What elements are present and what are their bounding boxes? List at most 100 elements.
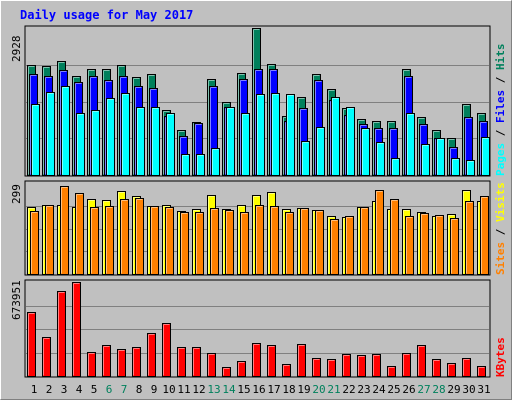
- pages-bar-day-11: [181, 154, 190, 176]
- sites-bar-day-14: [225, 210, 234, 275]
- kbytes-bar-day-14: [222, 367, 231, 377]
- x-axis-tick-labels: 1 2 3 4 5 6 7 8 9 10 11 12 13 14 15 16 17 18 19 20 21 22 23 24 2…: [31, 383, 491, 396]
- sites-bar-day-12: [195, 212, 204, 275]
- kbytes-bar-day-19: [297, 344, 306, 377]
- x-tick-label: 8: [136, 383, 143, 396]
- bar-group: [27, 186, 489, 275]
- kbytes-bar-day-8: [132, 347, 141, 377]
- sites-bar-day-21: [330, 219, 339, 275]
- y-axis-label-hits: Hits: [494, 44, 507, 71]
- y-max-label: 299: [10, 184, 23, 204]
- x-tick-label: 9: [151, 383, 158, 396]
- x-tick-label: 13: [207, 383, 220, 396]
- sites-bar-day-23: [360, 207, 369, 275]
- bar-group: [27, 28, 490, 176]
- pages-bar-day-10: [166, 113, 175, 176]
- pages-bar-day-26: [406, 113, 415, 176]
- kbytes-bar-day-17: [267, 345, 276, 377]
- x-tick-label: 25: [387, 383, 400, 396]
- pages-bar-day-27: [421, 144, 430, 176]
- pages-bar-day-13: [211, 148, 220, 176]
- sites-bar-day-27: [420, 213, 429, 275]
- sites-bar-day-2: [45, 205, 54, 275]
- sites-bar-day-29: [450, 218, 459, 275]
- kbytes-bar-day-16: [252, 343, 261, 377]
- kbytes-bar-day-15: [237, 361, 246, 377]
- sites-bar-day-19: [300, 208, 309, 275]
- x-tick-label: 11: [177, 383, 190, 396]
- pages-bar-day-21: [331, 97, 340, 176]
- sites-bar-day-15: [240, 212, 249, 275]
- x-tick-label: 18: [282, 383, 295, 396]
- pages-bar-day-9: [151, 107, 160, 176]
- pages-bar-day-2: [46, 92, 55, 176]
- kbytes-bar-day-7: [117, 349, 126, 377]
- x-tick-label: 14: [222, 383, 236, 396]
- bar-group: [27, 282, 486, 377]
- x-tick-label: 23: [357, 383, 370, 396]
- y-axis-label-separator: /: [494, 70, 507, 90]
- kbytes-bar-day-10: [162, 323, 171, 377]
- sites-bar-day-30: [465, 201, 474, 275]
- pages-bar-day-3: [61, 86, 70, 176]
- sites-bar-day-17: [270, 206, 279, 275]
- kbytes-bar-day-25: [387, 366, 396, 377]
- x-tick-label: 15: [237, 383, 250, 396]
- hits-files-pages-panel: 2928 Pages / Files / Hits: [10, 25, 507, 177]
- x-tick-label: 5: [91, 383, 98, 396]
- pages-bar-day-24: [376, 142, 385, 176]
- kbytes-bar-day-12: [192, 347, 201, 377]
- kbytes-panel: 673951 KBytes: [10, 279, 507, 378]
- kbytes-bar-day-2: [42, 337, 51, 377]
- y-max-label: 2928: [10, 36, 23, 63]
- x-tick-label: 31: [477, 383, 490, 396]
- y-axis-label: Sites / Visits: [494, 182, 507, 275]
- pages-bar-day-31: [481, 137, 490, 176]
- sites-bar-day-1: [30, 211, 39, 275]
- pages-bar-day-18: [286, 94, 295, 176]
- kbytes-bar-day-11: [177, 347, 186, 377]
- pages-bar-day-4: [76, 113, 85, 176]
- kbytes-bar-day-27: [417, 345, 426, 377]
- pages-bar-day-15: [241, 113, 250, 176]
- kbytes-bar-day-6: [102, 345, 111, 377]
- pages-bar-day-5: [91, 110, 100, 176]
- x-tick-label: 10: [162, 383, 175, 396]
- y-axis-label-sites: Sites: [494, 242, 507, 275]
- pages-bar-day-30: [466, 160, 475, 176]
- y-axis-label-files: Files: [494, 90, 507, 123]
- kbytes-bar-day-9: [147, 333, 156, 377]
- kbytes-bar-day-13: [207, 353, 216, 377]
- pages-bar-day-16: [256, 94, 265, 176]
- pages-bar-day-1: [31, 104, 40, 176]
- x-tick-label: 12: [192, 383, 205, 396]
- sites-bar-day-24: [375, 190, 384, 275]
- sites-bar-day-3: [60, 186, 69, 275]
- x-tick-label: 2: [46, 383, 53, 396]
- pages-bar-day-8: [136, 107, 145, 176]
- y-axis-label-separator: /: [494, 123, 507, 143]
- y-axis-label-pages: Pages: [494, 143, 507, 176]
- y-axis-label-visits: Visits: [494, 182, 507, 222]
- pages-bar-day-17: [271, 93, 280, 176]
- pages-bar-day-29: [451, 158, 460, 176]
- kbytes-bar-day-26: [402, 353, 411, 377]
- y-axis-label-kbytes: KBytes: [494, 337, 507, 377]
- pages-bar-day-25: [391, 158, 400, 176]
- sites-bar-day-13: [210, 208, 219, 275]
- x-tick-label: 17: [267, 383, 280, 396]
- y-axis-label-separator: /: [494, 222, 507, 242]
- x-tick-label: 7: [121, 383, 128, 396]
- x-tick-label: 21: [327, 383, 340, 396]
- sites-bar-day-4: [75, 193, 84, 275]
- pages-bar-day-19: [301, 141, 310, 176]
- pages-bar-day-6: [106, 98, 115, 176]
- x-tick-label: 6: [106, 383, 113, 396]
- sites-bar-day-28: [435, 215, 444, 275]
- y-max-label: 673951: [10, 280, 23, 320]
- x-tick-label: 27: [417, 383, 430, 396]
- x-tick-label: 20: [312, 383, 325, 396]
- pages-bar-day-20: [316, 127, 325, 176]
- sites-bar-day-22: [345, 216, 354, 275]
